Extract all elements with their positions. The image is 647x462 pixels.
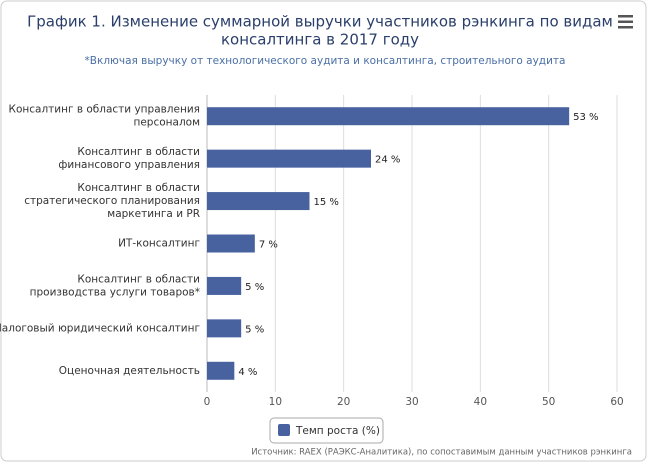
value-label: 4 % bbox=[238, 367, 257, 378]
legend-box[interactable] bbox=[269, 417, 384, 444]
y-tick-label: Оценочная деятельность bbox=[59, 365, 200, 377]
bar bbox=[207, 234, 255, 253]
y-tick-label: Консалтинг в области производства услуги … bbox=[30, 273, 200, 298]
bar bbox=[207, 107, 570, 126]
value-label: 24 % bbox=[375, 155, 400, 166]
menu-icon[interactable] bbox=[618, 15, 633, 29]
value-label: 53 % bbox=[573, 112, 598, 123]
source: Источник: RAEX (РАЭКС-Аналитика), по соп… bbox=[251, 448, 632, 458]
x-tick-label: 10 bbox=[269, 396, 282, 408]
legend-label[interactable]: Темп роста (%) bbox=[295, 425, 380, 437]
chart-title: консалтинга в 2017 году bbox=[221, 31, 419, 49]
bar bbox=[207, 149, 371, 168]
chart-title: График 1. Изменение суммарной выручки уч… bbox=[27, 13, 613, 31]
bar bbox=[207, 361, 235, 380]
value-label: 5 % bbox=[245, 324, 264, 335]
menu-bar[interactable] bbox=[618, 15, 633, 18]
value-label: 15 % bbox=[314, 197, 339, 208]
x-tick-label: 20 bbox=[337, 396, 350, 408]
y-tick-label: Консалтинг в области управления персонало… bbox=[9, 104, 201, 129]
y-tick-label: Налоговый юридический консалтинг bbox=[0, 322, 200, 334]
bar bbox=[207, 192, 310, 211]
menu-bar[interactable] bbox=[618, 26, 633, 29]
x-tick-label: 30 bbox=[405, 396, 418, 408]
chart-subtitle: *Включая выручку от технологического ауд… bbox=[85, 55, 566, 67]
value-label: 5 % bbox=[245, 282, 264, 293]
x-tick-label: 0 bbox=[204, 396, 211, 408]
x-tick-label: 60 bbox=[610, 396, 623, 408]
x-tick-label: 50 bbox=[542, 396, 555, 408]
x-tick-label: 40 bbox=[474, 396, 487, 408]
y-tick-label: Консалтинг в области финансового управлен… bbox=[58, 146, 200, 171]
menu-bar[interactable] bbox=[618, 20, 633, 24]
y-tick-label: Консалтинг в области стратегического план… bbox=[24, 182, 200, 220]
bar bbox=[207, 319, 242, 338]
bar bbox=[207, 276, 242, 295]
value-label: 7 % bbox=[259, 240, 278, 251]
legend-swatch[interactable] bbox=[278, 424, 290, 436]
y-tick-label: ИТ-консалтинг bbox=[118, 238, 200, 250]
